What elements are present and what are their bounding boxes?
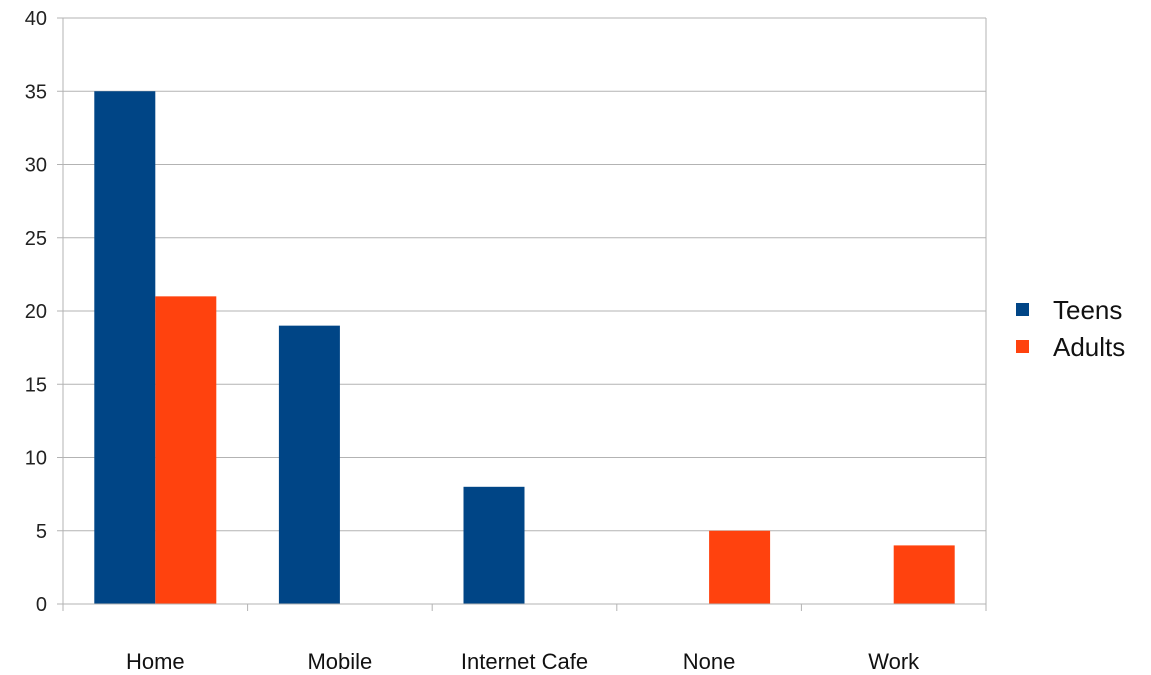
legend-label-teens: Teens — [1053, 295, 1122, 325]
y-tick-label: 5 — [36, 521, 47, 543]
bar-adults-none — [709, 530, 771, 604]
y-tick-label: 20 — [25, 301, 47, 323]
bar-teens-mobile — [278, 325, 340, 604]
y-tick-label: 15 — [25, 374, 47, 396]
gridlines — [63, 17, 986, 605]
bar-teens-internet-cafe — [463, 486, 525, 604]
axes — [62, 18, 987, 611]
bar-adults-work — [893, 545, 955, 604]
y-tick-label: 35 — [25, 81, 47, 103]
y-tick-label: 0 — [36, 594, 47, 616]
y-tick-label: 25 — [25, 228, 47, 250]
y-tick-label: 10 — [25, 448, 47, 470]
x-category-label: Work — [868, 649, 920, 674]
legend-swatch-teens — [1016, 303, 1029, 316]
x-axis-labels: Home Mobile Internet Cafe None Work — [126, 649, 920, 674]
legend-label-adults: Adults — [1053, 332, 1125, 362]
bars — [94, 91, 955, 604]
y-axis-ticks: 0 5 10 15 20 25 30 35 40 — [25, 8, 63, 616]
x-category-label: Mobile — [307, 649, 372, 674]
y-tick-label: 30 — [25, 155, 47, 177]
bar-adults-home — [155, 296, 217, 604]
legend-swatch-adults — [1016, 340, 1029, 353]
bar-teens-home — [94, 91, 156, 604]
x-category-label: None — [683, 649, 736, 674]
x-category-label: Internet Cafe — [461, 649, 588, 674]
x-category-label: Home — [126, 649, 185, 674]
y-tick-label: 40 — [25, 8, 47, 30]
legend: Teens Adults — [1016, 295, 1125, 362]
